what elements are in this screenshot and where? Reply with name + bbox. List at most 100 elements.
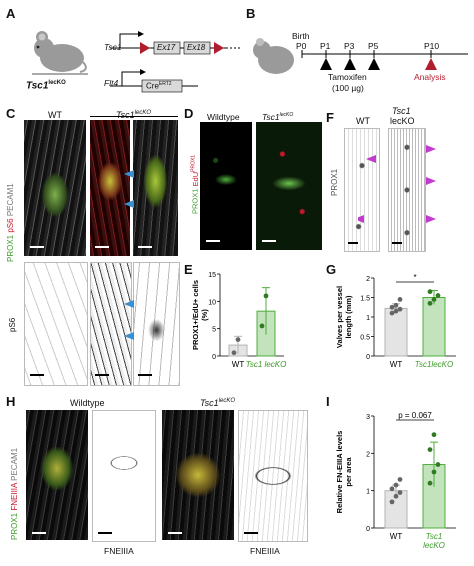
c-scalebar-2 bbox=[95, 246, 109, 248]
h-ko-label: Tsc1lecKO bbox=[200, 398, 236, 408]
panel-g-label: G bbox=[326, 262, 337, 277]
f-ko-label-2: lecKO bbox=[390, 116, 415, 126]
c-stain-label: PROX1 pS6 PECAM1 bbox=[6, 183, 15, 262]
c-ko-ps6-image-2 bbox=[133, 262, 180, 386]
gene1-label: Tsc1 bbox=[104, 42, 122, 52]
d-wt-image bbox=[200, 122, 252, 250]
y-axis-label: Valves per vessellength (mm) bbox=[335, 286, 353, 348]
tick-p10: P10 bbox=[424, 41, 440, 51]
panel-a-label: A bbox=[6, 6, 16, 21]
h-wt-label: Wildtype bbox=[70, 398, 105, 408]
tick-p3: P3 bbox=[344, 41, 355, 51]
exon18-label: Ex18 bbox=[187, 43, 206, 52]
h-scalebar-4 bbox=[244, 532, 258, 534]
f-ko-image bbox=[388, 128, 426, 252]
y-tick-label: 1 bbox=[366, 315, 370, 322]
data-point bbox=[393, 302, 399, 308]
y-tick-label: 15 bbox=[208, 272, 216, 279]
data-point bbox=[431, 469, 437, 475]
d-stain-label: PROX1 EdUPROX1 bbox=[190, 154, 200, 214]
gene2-label: Flt4 bbox=[104, 78, 119, 88]
bar bbox=[384, 307, 408, 357]
birth-label: Birth bbox=[292, 31, 310, 41]
panel-f-label: F bbox=[326, 110, 334, 125]
h-bottom-label-ko: FNEIIIA bbox=[250, 546, 280, 556]
c-ko-label: Tsc1lecKO bbox=[116, 110, 152, 120]
y-tick-label: 0 bbox=[212, 354, 216, 361]
panel-i-label: I bbox=[326, 394, 330, 409]
gene-construct-diagram bbox=[110, 31, 240, 93]
data-point bbox=[235, 337, 241, 342]
x-tick-label: WT bbox=[390, 532, 403, 541]
significance-label: p = 0.067 bbox=[398, 411, 432, 420]
h-scalebar-1 bbox=[32, 532, 46, 534]
data-point bbox=[397, 306, 403, 312]
data-point bbox=[397, 490, 403, 495]
data-point bbox=[397, 477, 403, 482]
data-point bbox=[431, 432, 437, 438]
y-tick-label: 3 bbox=[366, 414, 370, 421]
d-scalebar-1 bbox=[206, 240, 220, 242]
data-point bbox=[231, 350, 237, 356]
c-ko-ps6-image-1 bbox=[90, 262, 132, 386]
data-point bbox=[259, 323, 265, 329]
exon17-label: Ex17 bbox=[157, 43, 176, 52]
h-wt-merge-image bbox=[26, 410, 88, 540]
c-arrowheads bbox=[124, 170, 134, 340]
panel-d-label: D bbox=[184, 106, 194, 121]
c-wt-image bbox=[24, 120, 86, 256]
y-tick-label: 10 bbox=[208, 299, 216, 306]
f-stain-label: PROX1 bbox=[330, 168, 339, 196]
f-scalebar-1 bbox=[348, 242, 358, 244]
data-point bbox=[427, 289, 433, 295]
chart-g: 0 0.5 1 1.5 2 Valves per vessellength (mm) WT T… bbox=[335, 273, 456, 369]
data-point bbox=[435, 462, 441, 467]
y-tick-label: 2 bbox=[366, 276, 370, 283]
y-tick-label: 5 bbox=[212, 327, 216, 334]
f-scalebar-2 bbox=[392, 242, 402, 244]
c-scalebar-3 bbox=[138, 246, 152, 248]
panel-c-label: C bbox=[6, 106, 16, 121]
h-ko-merge-image bbox=[162, 410, 234, 540]
h-wt-fneiiia-image bbox=[92, 410, 156, 542]
c-ko-bracket bbox=[90, 116, 178, 117]
pup-icon bbox=[253, 38, 294, 74]
data-point bbox=[397, 297, 403, 302]
x-tick-label: WT bbox=[390, 360, 403, 369]
data-point bbox=[393, 493, 399, 499]
y-axis-label: Relative FN-EIIIA levelsper area bbox=[335, 431, 353, 514]
data-point bbox=[263, 293, 269, 299]
y-tick-label: 0.5 bbox=[360, 335, 370, 342]
h-scalebar-3 bbox=[168, 532, 182, 534]
y-tick-label: 0 bbox=[366, 526, 370, 533]
f-wt-image bbox=[344, 128, 380, 252]
c-wt-label: WT bbox=[48, 110, 62, 120]
x-tick-label: Tsc1lecKO bbox=[415, 360, 453, 369]
x-tick-label: WT bbox=[232, 360, 245, 369]
tick-p5: P5 bbox=[368, 41, 379, 51]
f-wt-label: WT bbox=[356, 116, 370, 126]
y-axis-label: PROX1+/EdU+ cells(%) bbox=[191, 280, 209, 350]
x-tick-label: Tsc1 lecKO bbox=[246, 360, 287, 369]
d-scalebar-2 bbox=[262, 240, 276, 242]
data-point bbox=[431, 297, 437, 302]
data-point bbox=[389, 486, 395, 492]
d-ko-image bbox=[256, 122, 322, 250]
y-tick-label: 2 bbox=[366, 451, 370, 458]
c-bottom-stain-label: pS6 bbox=[8, 317, 17, 332]
f-arrowheads bbox=[358, 145, 436, 223]
bar bbox=[422, 297, 446, 357]
significance-label: * bbox=[413, 273, 416, 282]
c-wt-ps6-image bbox=[24, 262, 88, 386]
y-tick-label: 1.5 bbox=[360, 296, 370, 303]
data-point bbox=[393, 482, 399, 488]
c-scalebar-5 bbox=[95, 374, 109, 376]
mouse-icon bbox=[32, 31, 88, 75]
c-ko-image-2 bbox=[133, 120, 178, 256]
panel-h-label: H bbox=[6, 394, 16, 409]
c-scalebar-4 bbox=[30, 374, 44, 376]
data-point bbox=[389, 499, 395, 505]
data-point bbox=[389, 310, 395, 316]
